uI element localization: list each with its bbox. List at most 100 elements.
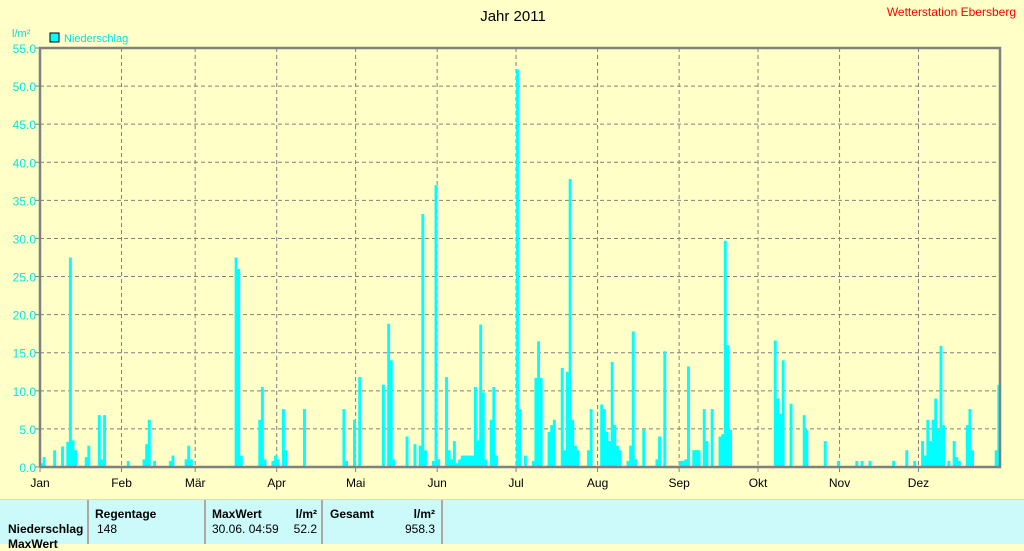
y-tick-label: 40.0 bbox=[13, 156, 37, 170]
station-name: Wetterstation Ebersberg bbox=[887, 5, 1016, 19]
x-tick-label: Nov bbox=[829, 476, 850, 490]
precipitation-bar bbox=[892, 460, 896, 467]
precipitation-bar bbox=[560, 367, 564, 467]
precipitation-bar bbox=[779, 413, 782, 467]
precipitation-bar bbox=[694, 450, 698, 467]
precipitation-bar bbox=[923, 455, 927, 467]
summary-row-labels: Niederschlag MaxWert bbox=[0, 500, 89, 551]
precipitation-bar bbox=[926, 419, 930, 467]
y-tick-label: 25.0 bbox=[13, 271, 37, 285]
maxwert-time: 30.06. 04:59 bbox=[212, 522, 279, 536]
precipitation-bar bbox=[605, 431, 609, 467]
precipitation-bar bbox=[276, 459, 280, 467]
precipitation-bar bbox=[187, 445, 191, 467]
precipitation-bar bbox=[342, 409, 346, 467]
precipitation-bar bbox=[634, 459, 638, 467]
precipitation-bar bbox=[631, 331, 635, 467]
precipitation-bar bbox=[66, 441, 70, 467]
precipitation-bar bbox=[458, 459, 462, 467]
precipitation-bar bbox=[721, 434, 725, 467]
y-axis-unit: l/m² bbox=[12, 28, 31, 40]
precipitation-bar bbox=[171, 455, 175, 467]
precipitation-bar bbox=[971, 450, 974, 467]
precipitation-bar bbox=[823, 441, 827, 467]
precipitation-bar bbox=[537, 341, 541, 467]
precipitation-bar bbox=[968, 409, 972, 467]
precipitation-bar bbox=[781, 360, 785, 467]
precipitation-bar bbox=[460, 455, 464, 467]
precipitation-bar bbox=[702, 409, 706, 467]
x-tick-label: Mär bbox=[185, 476, 206, 490]
maxwert-value: 52.2 bbox=[293, 522, 317, 536]
precipitation-bar bbox=[868, 460, 872, 467]
precipitation-bar bbox=[260, 387, 264, 467]
precipitation-bar bbox=[802, 415, 806, 467]
x-tick-label: Jun bbox=[427, 476, 446, 490]
precipitation-bar bbox=[447, 450, 451, 467]
precipitation-bar bbox=[729, 429, 733, 467]
precipitation-bar bbox=[518, 409, 522, 467]
precipitation-bar bbox=[431, 460, 435, 467]
precipitation-bar bbox=[952, 441, 956, 467]
precipitation-bar bbox=[681, 460, 685, 467]
precipitation-bar bbox=[284, 450, 288, 467]
row-label-niederschlag: Niederschlag bbox=[8, 522, 84, 536]
precipitation-bar bbox=[789, 403, 793, 467]
precipitation-bar bbox=[42, 457, 46, 467]
y-tick-label: 0.0 bbox=[19, 461, 36, 475]
precipitation-bar bbox=[126, 460, 130, 467]
precipitation-bar bbox=[142, 459, 146, 467]
precipitation-bar bbox=[445, 377, 448, 467]
precipitation-bar bbox=[705, 441, 709, 467]
precipitation-bar bbox=[168, 460, 172, 467]
precipitation-bar bbox=[392, 459, 396, 467]
precipitation-bar bbox=[71, 440, 75, 467]
precipitation-bar bbox=[103, 415, 107, 467]
precipitation-bar bbox=[352, 419, 356, 467]
y-tick-label: 45.0 bbox=[13, 118, 37, 132]
precipitation-bar bbox=[74, 450, 78, 467]
precipitation-bar bbox=[679, 460, 683, 467]
precipitation-bar bbox=[492, 387, 496, 467]
precipitation-bar bbox=[473, 387, 477, 467]
precipitation-bar bbox=[489, 419, 493, 467]
precipitation-bar bbox=[455, 463, 459, 467]
precipitation-bar bbox=[726, 345, 730, 467]
precipitation-bar bbox=[531, 460, 535, 467]
precipitation-bar bbox=[697, 450, 701, 467]
precipitation-bar bbox=[145, 444, 149, 467]
precipitation-bar bbox=[189, 459, 193, 467]
precipitation-bar bbox=[576, 450, 580, 467]
precipitation-bar bbox=[303, 409, 306, 467]
precipitation-bar bbox=[710, 409, 714, 467]
precipitation-bar bbox=[600, 404, 604, 467]
precipitation-bar bbox=[965, 425, 969, 467]
precipitation-bar bbox=[358, 377, 362, 467]
row-label-maxwert: MaxWert bbox=[8, 537, 58, 551]
precipitation-bar bbox=[479, 324, 483, 467]
precipitation-bar bbox=[100, 459, 104, 467]
gesamt-unit: l/m² bbox=[413, 507, 435, 521]
precipitation-bar bbox=[405, 436, 409, 467]
precipitation-bar bbox=[602, 409, 606, 467]
precipitation-bar bbox=[723, 240, 727, 467]
precipitation-bar bbox=[476, 440, 480, 467]
precipitation-bar bbox=[928, 441, 932, 467]
precipitation-bar bbox=[547, 431, 551, 467]
legend-swatch bbox=[49, 32, 60, 43]
precipitation-bar bbox=[418, 445, 422, 467]
precipitation-bar bbox=[905, 450, 909, 467]
precipitation-bar bbox=[258, 419, 262, 467]
precipitation-bar bbox=[424, 450, 427, 467]
y-tick-label: 15.0 bbox=[13, 347, 37, 361]
summary-col-maxwert: MaxWert l/m² 30.06. 04:59 52.2 bbox=[206, 500, 323, 544]
gesamt-header: Gesamt bbox=[330, 507, 375, 521]
precipitation-bar bbox=[271, 460, 275, 467]
x-tick-label: Jan bbox=[30, 476, 49, 490]
precipitation-bar bbox=[421, 214, 425, 467]
y-tick-label: 50.0 bbox=[13, 80, 37, 94]
precipitation-bar bbox=[468, 455, 472, 467]
precipitation-bar bbox=[629, 445, 633, 467]
precipitation-bar bbox=[97, 415, 101, 467]
precipitation-bar bbox=[663, 351, 667, 467]
